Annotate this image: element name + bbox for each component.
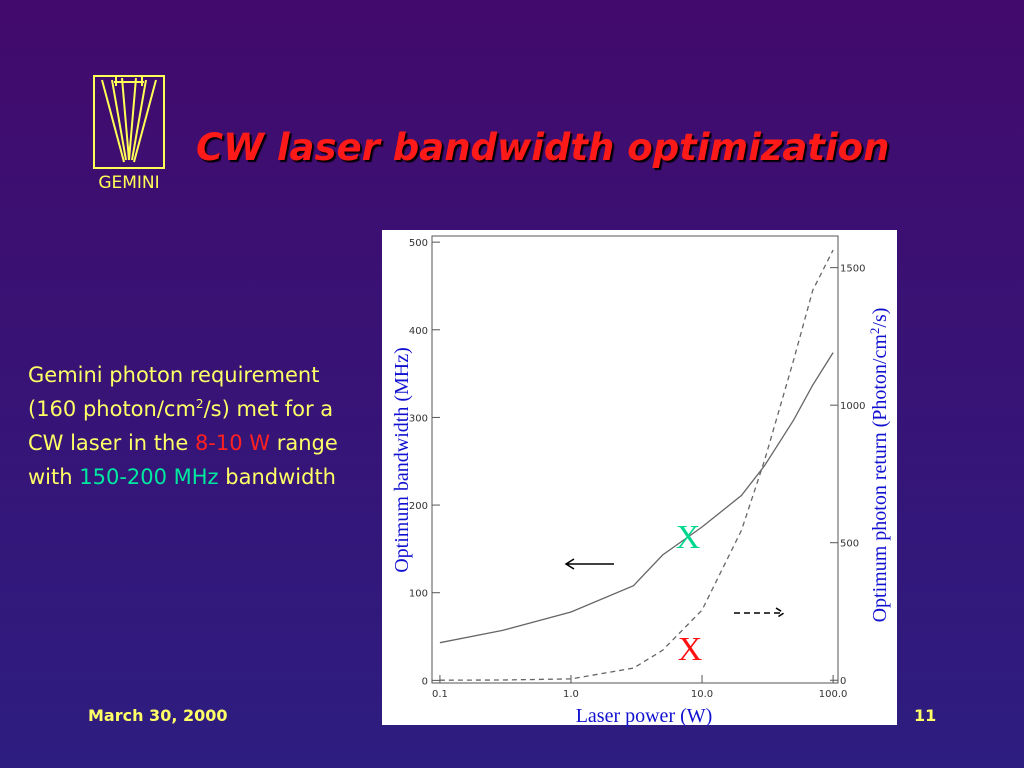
arrow [564, 558, 614, 570]
superscript: 2 [867, 328, 882, 335]
y2-tick-label: 1000 [840, 401, 865, 412]
text: /s) [869, 308, 891, 328]
x-tick-label: 100.0 [819, 689, 848, 700]
slide-title: CW laser bandwidth optimization [196, 126, 890, 169]
y-tick-label: 100 [409, 589, 428, 600]
y2-tick-label: 500 [840, 539, 859, 550]
annotation: X [678, 631, 703, 668]
data-line [439, 249, 834, 681]
y-tick-label: 400 [409, 326, 428, 337]
y2-tick-label: 0 [840, 676, 846, 687]
data-line [439, 352, 834, 644]
page-number: 11 [914, 706, 937, 725]
text: range with [28, 431, 338, 489]
y-tick-label: 0 [422, 676, 428, 687]
x-tick-label: 10.0 [691, 689, 713, 700]
x-tick-label: 0.1 [432, 689, 448, 700]
text: Gemini photon requirement (160 photon/cm [28, 363, 320, 421]
footer-date: March 30, 2000 [88, 706, 228, 725]
y-tick-label: 300 [409, 413, 428, 424]
superscript: 2 [195, 397, 204, 411]
chart-background [382, 230, 897, 725]
logo: GEMINI [93, 75, 165, 193]
y-tick-label: 500 [409, 238, 428, 249]
plot-frame [431, 235, 839, 684]
y2-axis-label: Optimum photon return (Photon/cm2/s) [867, 308, 892, 623]
text: /s) met for a CW laser in the [28, 397, 334, 455]
highlight: 150-200 MHz [79, 465, 219, 489]
logo-text: GEMINI [98, 173, 159, 193]
text: bandwidth [218, 465, 336, 489]
x-axis-label: Laser power (W) [576, 705, 713, 727]
body-text: Gemini photon requirement (160 photon/cm… [28, 358, 368, 494]
arrow [734, 607, 786, 619]
text: Optimum photon return (Photon/cm [869, 334, 891, 623]
y-axis-label: Optimum bandwidth (MHz) [391, 347, 413, 573]
y2-tick-label: 1500 [840, 264, 865, 275]
y-tick-label: 200 [409, 501, 428, 512]
x-tick-label: 1.0 [563, 689, 579, 700]
highlight: 8-10 W [194, 431, 271, 455]
annotation: X [676, 519, 701, 556]
